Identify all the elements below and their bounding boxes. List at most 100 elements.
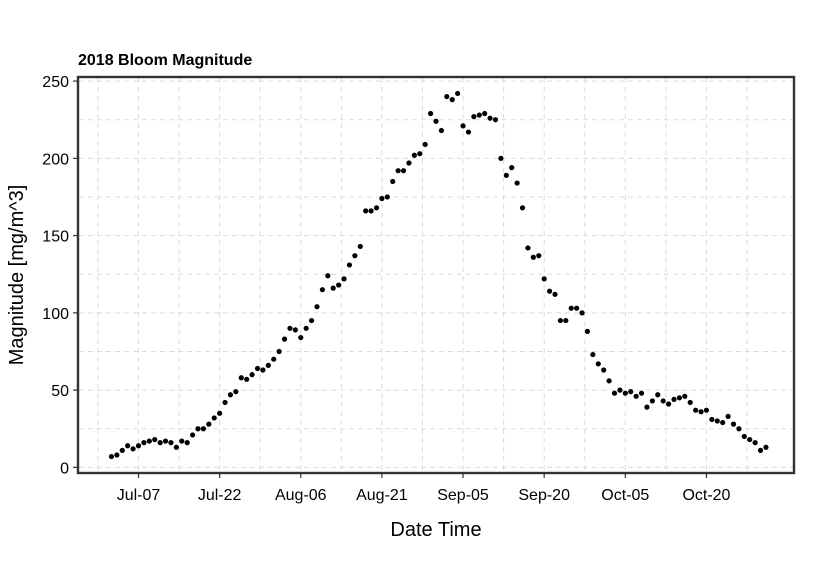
data-point <box>390 178 396 185</box>
data-point <box>319 287 326 293</box>
data-point <box>108 453 115 460</box>
data-point <box>736 426 742 432</box>
data-point <box>655 392 661 398</box>
data-point <box>119 447 125 453</box>
data-point <box>676 395 683 401</box>
data-point <box>373 205 380 211</box>
data-point <box>271 356 277 362</box>
data-point <box>325 273 331 279</box>
data-point <box>114 452 120 458</box>
data-point <box>633 393 639 399</box>
data-point <box>536 253 542 259</box>
y-tick-label: 150 <box>42 229 69 246</box>
data-point <box>157 440 163 446</box>
data-point <box>530 254 536 260</box>
data-point <box>298 334 304 341</box>
x-tick-label: Aug-06 <box>275 487 327 504</box>
x-tick-label: Oct-20 <box>682 487 730 504</box>
data-point <box>179 438 185 444</box>
grid-lines <box>79 78 793 472</box>
data-point <box>303 325 309 331</box>
data-point <box>460 123 466 129</box>
data-point <box>741 433 747 440</box>
data-point <box>519 205 526 211</box>
data-point <box>503 172 509 178</box>
x-axis: Jul-07 Jul-22 Aug-06 Aug-21 Sep-05 Sep-20 Oct-… <box>117 473 731 504</box>
data-point <box>152 436 158 443</box>
data-point <box>730 421 737 427</box>
data-point <box>352 253 358 259</box>
data-point <box>341 276 347 282</box>
data-point <box>649 398 655 404</box>
data-point <box>465 129 472 135</box>
y-tick-label: 100 <box>42 306 69 323</box>
data-point <box>265 362 271 368</box>
data-point <box>471 114 477 120</box>
data-point <box>206 421 212 427</box>
data-point <box>217 410 223 416</box>
data-point <box>146 438 152 444</box>
data-point <box>438 127 445 134</box>
data-point <box>173 444 179 450</box>
x-tick-label: Sep-05 <box>437 487 489 504</box>
data-point <box>314 304 320 310</box>
data-point <box>330 285 336 291</box>
data-point <box>492 117 499 123</box>
y-axis: 0 50 100 150 200 250 <box>42 74 78 477</box>
data-point <box>141 440 147 446</box>
x-tick-label: Sep-20 <box>518 487 570 504</box>
data-point <box>482 110 488 117</box>
chart-title: 2018 Bloom Magnitude <box>78 52 252 69</box>
y-tick-label: 0 <box>60 460 69 477</box>
data-point <box>417 151 423 157</box>
data-point <box>357 243 363 250</box>
data-point <box>400 168 407 174</box>
data-point <box>476 112 482 118</box>
data-point <box>611 390 618 396</box>
data-point <box>395 168 401 174</box>
data-point <box>563 317 569 324</box>
data-point <box>714 418 720 424</box>
data-point <box>557 317 564 324</box>
data-point <box>601 367 607 373</box>
data-point <box>698 409 704 415</box>
data-point <box>584 328 591 334</box>
data-point <box>238 375 244 381</box>
data-point <box>568 305 574 311</box>
data-point <box>422 141 428 148</box>
data-point <box>720 419 726 426</box>
data-point <box>725 413 731 419</box>
data-point <box>411 152 417 158</box>
data-point <box>233 389 239 395</box>
data-point <box>260 367 266 373</box>
data-point <box>552 291 558 297</box>
data-point <box>747 436 753 443</box>
data-points <box>108 90 769 460</box>
data-point <box>693 407 699 413</box>
data-point <box>628 389 634 395</box>
data-point <box>336 282 342 288</box>
data-point <box>638 390 645 396</box>
data-point <box>244 376 250 382</box>
data-point <box>487 115 493 121</box>
x-axis-title: Date Time <box>390 519 481 541</box>
data-point <box>671 396 677 402</box>
x-tick-label: Aug-21 <box>356 487 408 504</box>
data-point <box>433 118 439 124</box>
data-point <box>346 262 353 268</box>
y-tick-label: 200 <box>42 151 69 168</box>
data-point <box>595 361 601 367</box>
data-point <box>162 438 169 444</box>
data-point <box>644 404 650 410</box>
data-point <box>541 276 547 282</box>
data-point <box>709 416 715 423</box>
data-point <box>757 447 764 453</box>
data-point <box>660 398 666 404</box>
data-point <box>168 440 174 446</box>
data-point <box>189 432 196 438</box>
data-point <box>379 195 385 202</box>
plot-frame <box>76 75 796 475</box>
data-point <box>574 305 580 311</box>
data-point <box>525 245 531 251</box>
